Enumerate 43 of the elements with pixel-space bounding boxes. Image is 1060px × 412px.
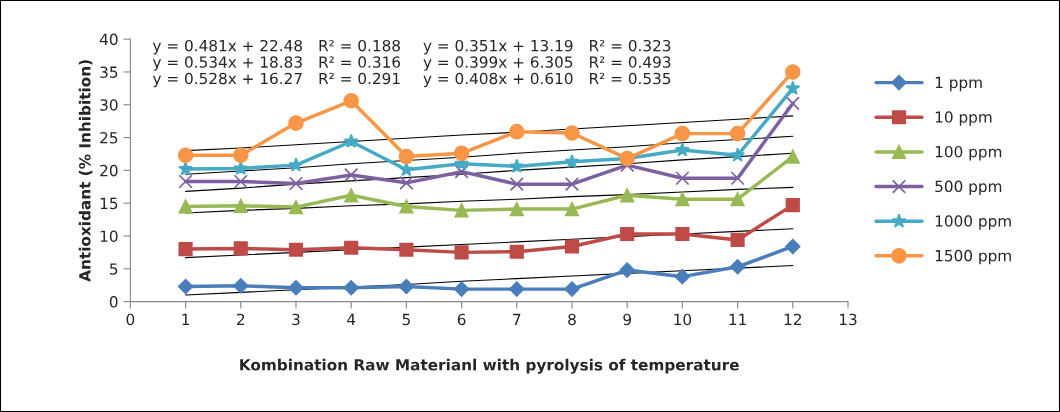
y-axis-title: Antioxidant (% Inhibition) — [78, 60, 93, 282]
x-tick-label: 11 — [729, 313, 746, 325]
x-tick-label: 8 — [568, 313, 576, 326]
annotation: R² = 0.535 — [590, 72, 671, 85]
y-tick-label: 5 — [110, 263, 118, 275]
annotation: y = 0.534x + 18.83 — [152, 56, 302, 71]
annotation: R² = 0.493 — [590, 56, 671, 68]
x-tick-label: 2 — [237, 313, 245, 325]
x-tick-label: 12 — [784, 313, 801, 325]
annotation: y = 0.408x + 0.610 — [423, 72, 573, 88]
y-tick-label: 10 — [100, 230, 118, 242]
x-tick-label: 4 — [347, 313, 356, 325]
x-tick-label: 10 — [674, 313, 692, 326]
y-tick-label: 35 — [100, 66, 118, 78]
legend-label: 500 ppm — [935, 180, 1002, 196]
x-tick-label: 0 — [126, 313, 135, 326]
annotation: y = 0.528x + 16.27 — [152, 72, 302, 88]
legend-label: 10 ppm — [935, 111, 992, 126]
x-tick-label: 9 — [623, 313, 631, 326]
legend-label: 100 ppm — [935, 145, 1002, 161]
annotation: y = 0.351x + 13.19 — [423, 39, 573, 55]
x-tick-label: 7 — [513, 313, 521, 325]
y-tick-label: 40 — [99, 33, 118, 46]
y-tick-label: 20 — [100, 164, 118, 177]
y-tick-label: 15 — [100, 197, 118, 210]
x-axis-title: Kombination Raw Materianl with pyrolysis of temperature — [240, 358, 739, 374]
legend-label: 1 ppm — [935, 76, 982, 92]
x-tick-label: 5 — [402, 313, 410, 326]
x-tick-label: 6 — [457, 313, 466, 326]
x-tick-label: 13 — [839, 313, 857, 326]
annotation: R² = 0.316 — [319, 56, 401, 68]
y-tick-label: 30 — [100, 99, 118, 111]
annotation: y = 0.481x + 22.48 — [152, 39, 302, 55]
x-tick-label: 3 — [292, 313, 300, 326]
legend-label: 1000 ppm — [935, 215, 1011, 230]
annotation: R² = 0.188 — [319, 39, 401, 52]
annotation: y = 0.399x + 6.305 — [423, 56, 573, 71]
annotation: R² = 0.291 — [319, 72, 400, 85]
annotation: R² = 0.323 — [590, 39, 671, 52]
y-tick-label: 0 — [109, 296, 118, 308]
y-tick-label: 25 — [100, 132, 118, 144]
x-tick-label: 1 — [182, 313, 190, 325]
legend-label: 1500 ppm — [935, 249, 1011, 265]
